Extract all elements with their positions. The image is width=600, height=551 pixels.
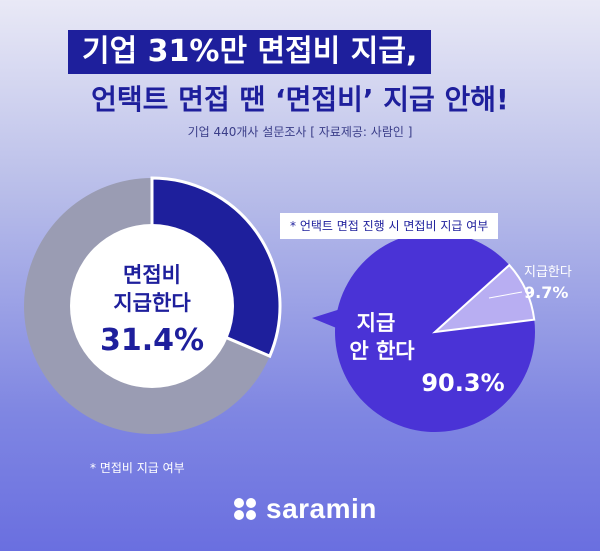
saramin-dots-icon [234, 498, 256, 520]
chart2-caption: * 언택트 면접 진행 시 면접비 지급 여부 [280, 213, 499, 239]
headline-title-line2: 언택트 면접 땐 ‘면접비’ 지급 안해! [91, 83, 509, 116]
main-value: 90.3% [421, 369, 504, 397]
headline-title-line1: 기업 31%만 면접비 지급, [68, 30, 432, 74]
chart-interview-fee: 면접비 지급한다 31.4% [24, 176, 282, 435]
center-value: 31.4% [100, 323, 204, 358]
logo-text: saramin [266, 493, 377, 524]
pie-slice-paid [431, 263, 536, 334]
main-label-line1: 지급 [357, 311, 396, 335]
chart1-caption: * 면접비 지급 여부 [90, 461, 185, 475]
small-slice-label: 지급한다 [524, 265, 572, 280]
main-label-line2: 안 한다 [349, 339, 415, 363]
center-label-line1: 면접비 [123, 263, 181, 287]
callout-line [488, 291, 523, 299]
small-slice-value: 9.7% [524, 283, 568, 302]
saramin-logo: saramin [232, 491, 377, 527]
center-label-line2: 지급한다 [113, 291, 191, 315]
source-note: 기업 440개사 설문조사 [ 자료제공: 사람인 ] [187, 125, 413, 139]
center-label-circle [70, 224, 234, 388]
chart-untact-interview-fee: 지급 안 한다 90.3% 지급한다 9.7% [312, 232, 572, 433]
